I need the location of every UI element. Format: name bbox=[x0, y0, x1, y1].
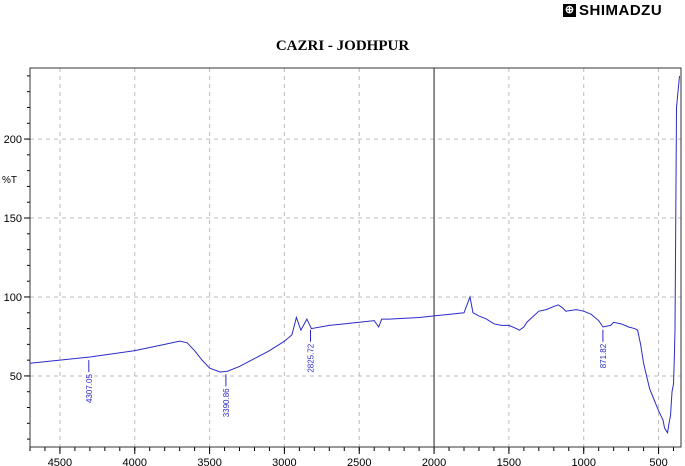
x-tick-label: 4000 bbox=[123, 457, 147, 466]
x-tick-label: 1000 bbox=[571, 457, 595, 466]
spectrum-line bbox=[29, 75, 681, 435]
y-tick-label: 100 bbox=[4, 292, 22, 304]
peak-label: 3390.86 bbox=[222, 388, 231, 417]
peak-label: 2825.72 bbox=[306, 343, 315, 372]
y-tick-label: 50 bbox=[10, 371, 22, 383]
peak-label: 4307.05 bbox=[85, 374, 94, 403]
x-tick-label: 4500 bbox=[48, 457, 72, 466]
x-tick-label: 2500 bbox=[347, 457, 371, 466]
y-tick-label: 150 bbox=[4, 213, 22, 225]
x-tick-label: 3500 bbox=[197, 457, 221, 466]
x-tick-label: 1500 bbox=[497, 457, 521, 466]
x-tick-label: 2000 bbox=[422, 457, 446, 466]
peak-label: 871.82 bbox=[599, 343, 608, 368]
chart-title: CAZRI - JODHPUR bbox=[275, 38, 410, 54]
logo-text: SHIMADZU bbox=[579, 2, 663, 19]
x-tick-label: 3000 bbox=[272, 457, 296, 466]
y-tick-label: 200 bbox=[4, 134, 22, 146]
logo-mark-icon: ⊕ bbox=[563, 4, 576, 17]
x-tick-label: 500 bbox=[649, 457, 667, 466]
shimadzu-logo: ⊕ SHIMADZU bbox=[563, 2, 662, 19]
y-axis-label: %T bbox=[2, 175, 17, 186]
plot-frame bbox=[29, 67, 682, 448]
